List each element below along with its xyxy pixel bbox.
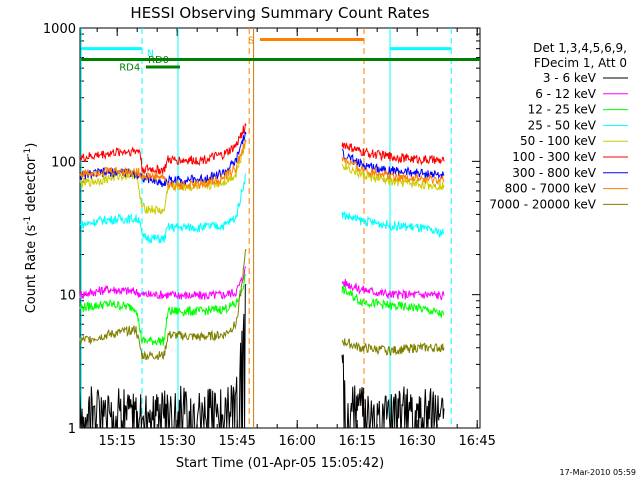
legend-header-line: Det 1,3,4,5,6,9, <box>533 41 627 55</box>
x-tick-label: 15:45 <box>218 434 255 449</box>
legend-entry-label: 3 - 6 keV <box>543 71 597 85</box>
series-line <box>79 248 247 361</box>
x-tick-label: 16:45 <box>458 434 495 449</box>
x-tick-label: 16:30 <box>398 434 435 449</box>
x-axis-label: Start Time (01-Apr-05 15:05:42) <box>176 456 384 471</box>
legend-entry-label: 12 - 25 keV <box>528 103 597 117</box>
x-tick-label: 16:00 <box>278 434 315 449</box>
y-tick-label: 1000 <box>43 22 76 37</box>
series-line <box>341 211 445 239</box>
series-line <box>341 284 445 318</box>
legend-entry-label: 800 - 7000 keV <box>505 182 597 196</box>
y-tick-label: 1 <box>68 422 76 437</box>
legend: Det 1,3,4,5,6,9,FDecim 1, Att 03 - 6 keV… <box>489 41 628 211</box>
series-line <box>79 274 247 346</box>
flag-label: RD4 <box>119 63 140 74</box>
legend-entry-label: 6 - 12 keV <box>535 87 597 101</box>
legend-entry-label: 100 - 300 keV <box>512 150 596 164</box>
x-tick-label: 15:30 <box>158 434 195 449</box>
series-line <box>341 354 445 429</box>
flag-label: S <box>248 35 254 46</box>
series-line <box>341 157 445 186</box>
series-line <box>341 162 445 191</box>
series-line <box>341 148 445 180</box>
series-line <box>79 266 247 300</box>
legend-entry-label: 300 - 800 keV <box>512 166 596 180</box>
legend-entry-label: 7000 - 20000 keV <box>489 197 596 211</box>
series-line <box>341 278 445 301</box>
legend-entry-label: 50 - 100 keV <box>520 134 597 148</box>
plot-frame <box>79 27 481 429</box>
y-tick-label: 100 <box>51 155 76 170</box>
legend-entry-label: 25 - 50 keV <box>528 118 597 132</box>
series-line <box>79 139 247 191</box>
y-tick-label: 10 <box>59 289 76 304</box>
series-line <box>341 142 445 166</box>
y-axis-label: Count Rate (s-1 detector-1) <box>23 143 39 314</box>
series-line <box>79 283 247 429</box>
chart-title: HESSI Observing Summary Count Rates <box>130 4 429 22</box>
flag-label: RD0 <box>148 55 169 66</box>
flag-label: N <box>147 49 154 59</box>
date-stamp: 17-Mar-2010 05:59 <box>560 468 637 477</box>
series-line <box>341 338 445 357</box>
x-tick-label: 15:15 <box>98 434 135 449</box>
plot-area: 1 10 100 1000 15:15 15:30 15:45 16:00 16:15 16:30… <box>43 22 496 449</box>
legend-header-line: FDecim 1, Att 0 <box>534 56 627 70</box>
series-line <box>79 123 247 176</box>
x-tick-label: 16:15 <box>338 434 375 449</box>
series-line <box>79 173 247 245</box>
